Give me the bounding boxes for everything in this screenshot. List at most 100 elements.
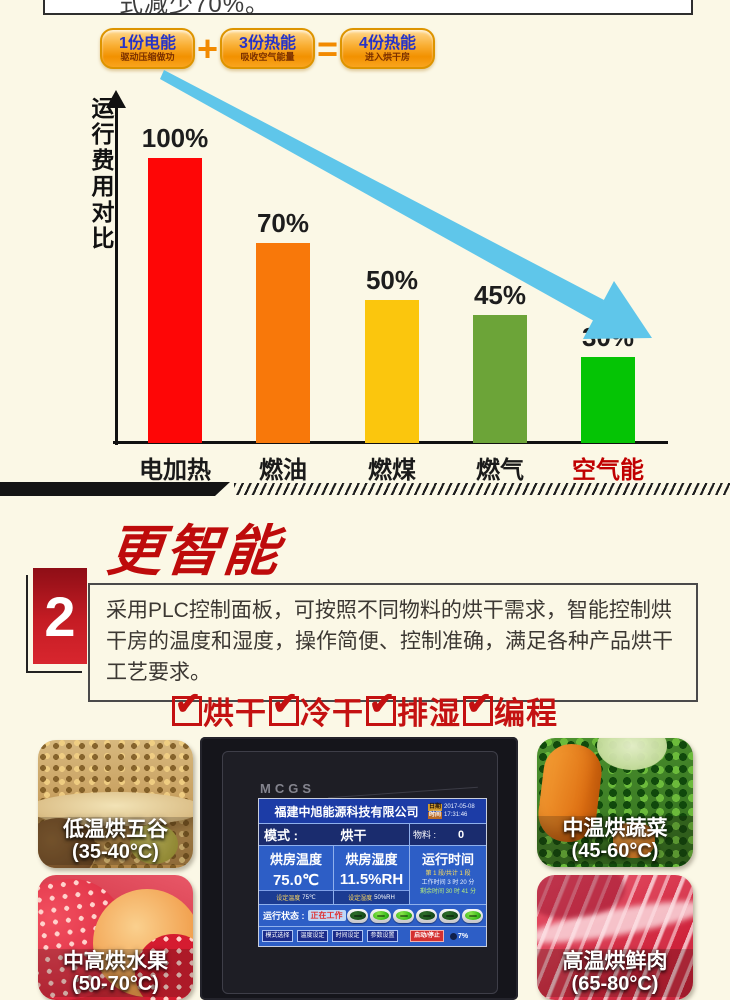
setpoint-label: 设定湿度 <box>348 896 373 902</box>
setpoint-label: 设定温度 <box>276 896 301 902</box>
indicator-light <box>441 911 458 920</box>
bar-category-label: 燃气 <box>476 457 524 484</box>
plc-panel: MCGS 福建中旭能源科技有限公司 日期 2017-05-08 时间 17:31… <box>200 737 518 1000</box>
status-label: 运行状态 : <box>263 911 305 921</box>
equals-operator: = <box>316 27 339 69</box>
temperature-label: 烘房温度 <box>269 852 322 867</box>
runtime-label: 运行时间 <box>421 852 474 867</box>
setpoint-value: 75℃ <box>302 895 316 901</box>
y-axis-arrowhead <box>106 90 126 108</box>
bar-category-label: 燃油 <box>259 457 307 484</box>
card-temp-range: (45-60°C) <box>571 840 659 862</box>
status-value: 正在工作 <box>307 910 346 921</box>
readout-row: 烘房温度 75.0℃ 设定温度 75℃ 烘房湿度 11.5%RH 设定湿度 50… <box>259 846 486 904</box>
grains-accent <box>130 824 178 864</box>
status-row: 运行状态 : 正在工作 <box>259 904 486 926</box>
formula-chip-subtitle: 吸收空气能量 <box>240 51 295 62</box>
section-number: 2 <box>44 584 76 648</box>
card-title: 中温烘蔬菜 <box>562 817 668 840</box>
setpoint-value: 50%RH <box>374 894 395 901</box>
material-cell: 物料 : 0 <box>409 824 486 845</box>
card-title: 中高烘水果 <box>63 950 168 973</box>
time-value: 17:31:46 <box>444 811 468 818</box>
date-row: 日期 2017-05-08 <box>428 803 484 811</box>
card-labels: 高温烘鲜肉 (65-80°C) <box>537 949 693 997</box>
indicator-light <box>349 911 366 920</box>
formula-chip-title: 4份热能 <box>359 34 416 52</box>
mode-label: 模式 : <box>264 828 298 843</box>
card-fruits: 中高烘水果 (50-70°C) <box>38 875 193 1000</box>
mode-label: 烘干 <box>203 696 267 731</box>
bar-category-label: 空气能 <box>572 457 644 484</box>
indicator-light <box>395 911 412 920</box>
bar-燃油 <box>256 243 310 443</box>
section-body-box: 采用PLC控制面板，可按照不同物料的烘干需求，智能控制烘干房的温度和湿度，操作简… <box>88 583 698 702</box>
mode-cell: 模式 : 烘干 <box>259 824 409 845</box>
material-label: 物料 : <box>413 830 437 840</box>
temperature-column: 烘房温度 75.0℃ 设定温度 75℃ <box>259 846 334 904</box>
mode-checkbox-row: 烘干 冷干 排湿 编程 <box>0 686 730 733</box>
indicator-light <box>418 911 435 920</box>
datetime-block: 日期 2017-05-08 时间 17:31:46 <box>428 803 486 819</box>
humidity-column: 烘房湿度 11.5%RH 设定湿度 50%RH <box>334 846 410 904</box>
top-note-fragment: 式减少70%。 <box>119 0 271 15</box>
indicator-pill <box>370 908 391 923</box>
temperature-value: 75.0℃ <box>272 872 320 889</box>
screen-title-bar: 福建中旭能源科技有限公司 日期 2017-05-08 时间 17:31:46 <box>259 799 486 823</box>
card-labels: 中高烘水果 (50-70°C) <box>38 949 193 997</box>
card-grains: 低温烘五谷 (35-40°C) <box>38 740 193 868</box>
plus-operator: + <box>196 27 219 69</box>
section-title-calligraphy: 更智能 <box>104 518 285 583</box>
screen-button-temp-set[interactable]: 温度设定 <box>297 930 328 942</box>
chart-y-axis-label: 运行费用对比 <box>88 96 114 252</box>
checkbox-checked-icon <box>366 686 396 726</box>
bar-燃气 <box>473 315 527 443</box>
bar-value-label: 45% <box>473 280 527 310</box>
bar-value-label: 50% <box>365 265 419 295</box>
mode-item-dehumidify: 排湿 <box>366 686 461 733</box>
time-row: 时间 17:31:46 <box>428 811 484 819</box>
mode-item-cold-dry: 冷干 <box>269 686 364 733</box>
section-divider-solid <box>0 482 230 496</box>
mode-label: 冷干 <box>300 696 364 731</box>
time-label: 时间 <box>428 811 443 819</box>
bar-category-label: 燃煤 <box>368 457 416 484</box>
start-stop-button[interactable]: 启动/停止 <box>410 930 444 942</box>
card-title: 高温烘鲜肉 <box>562 950 668 973</box>
top-note-box: 式减少70%。 <box>43 0 693 15</box>
mode-label: 编程 <box>494 696 558 731</box>
runtime-details: 第 1 段/共计 1 段 工作时间 3 时 20 分 剩余时间 30 时 41 … <box>420 870 476 896</box>
screen-button-time-set[interactable]: 时间设定 <box>332 930 363 942</box>
card-vegetables: 中温烘蔬菜 (45-60°C) <box>537 738 693 867</box>
section-divider-hatch <box>234 483 730 495</box>
formula-chip-heat-absorbed: 3份热能 吸收空气能量 <box>220 28 315 69</box>
formula-chip-subtitle: 进入烘干房 <box>364 51 410 62</box>
progress-value: 7% <box>458 932 469 940</box>
runtime-column: 运行时间 第 1 段/共计 1 段 工作时间 3 时 20 分 剩余时间 30 … <box>410 846 486 904</box>
plc-touchscreen: 福建中旭能源科技有限公司 日期 2017-05-08 时间 17:31:46 模… <box>258 798 487 947</box>
vegetables-accent <box>613 822 655 858</box>
formula-chip-title: 1份电能 <box>119 34 176 52</box>
indicator-pill <box>439 908 460 923</box>
date-value: 2017-05-08 <box>444 803 475 810</box>
indicator-pill <box>462 908 483 923</box>
indicator-pill <box>393 908 414 923</box>
bar-value-label: 100% <box>141 123 209 153</box>
runtime-line: 第 1 段/共计 1 段 <box>425 871 471 877</box>
bar-电加热 <box>148 158 202 443</box>
bar-category-label: 电加热 <box>139 457 211 484</box>
energy-formula: 1份电能 驱动压缩做功 + 3份热能 吸收空气能量 = 4份热能 进入烘干房 <box>100 28 440 69</box>
mode-label: 排湿 <box>397 696 461 731</box>
indicator-light <box>372 911 389 920</box>
indicator-row <box>346 908 487 923</box>
checkbox-checked-icon <box>269 686 299 726</box>
screen-button-mode-select[interactable]: 模式选择 <box>262 930 293 942</box>
mcgs-brand-label: MCGS <box>260 781 315 796</box>
card-title: 低温烘五谷 <box>63 818 168 841</box>
mode-value: 烘干 <box>340 828 367 843</box>
screen-button-param-set[interactable]: 参数设置 <box>367 930 398 942</box>
section-number-badge: 2 <box>26 568 87 673</box>
mode-material-row: 模式 : 烘干 物料 : 0 <box>259 823 486 846</box>
material-value: 0 <box>457 828 465 841</box>
